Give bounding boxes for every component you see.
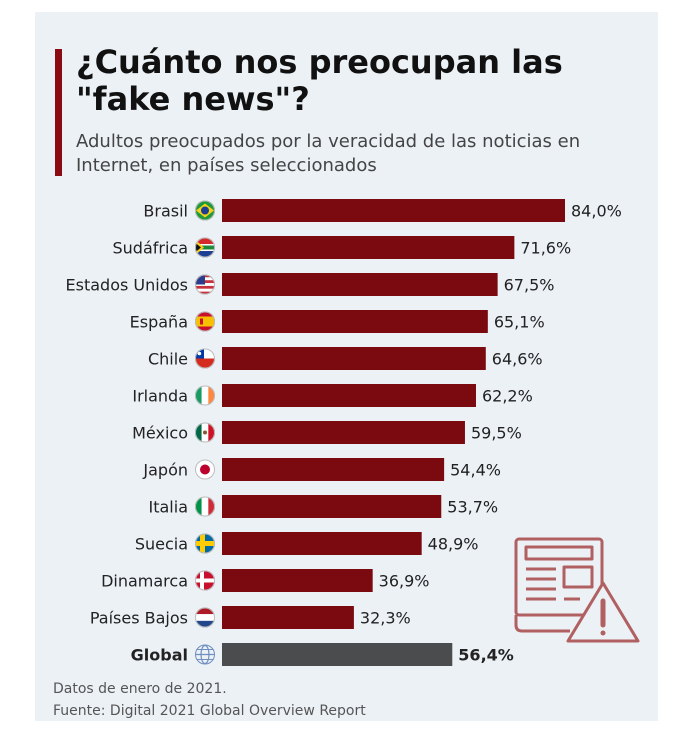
value-label: 53,7% <box>447 498 498 517</box>
category-label: Chile <box>148 350 188 369</box>
japan-flag-icon <box>195 459 215 480</box>
value-label: 32,3% <box>360 609 411 628</box>
netherlands-flag-icon <box>195 607 215 628</box>
bar <box>222 458 445 481</box>
value-label: 56,4% <box>458 646 514 665</box>
ireland-flag-icon <box>195 385 215 406</box>
south-africa-flag-icon <box>195 237 215 258</box>
value-label: 65,1% <box>494 313 545 332</box>
source-note: Fuente: Digital 2021 Global Overview Rep… <box>53 703 366 719</box>
bar <box>222 236 515 259</box>
bar <box>222 199 565 222</box>
category-label: Global <box>131 646 188 665</box>
category-label: Japón <box>142 461 188 480</box>
bar <box>222 421 465 444</box>
category-label: Suecia <box>135 535 188 554</box>
category-label: Irlanda <box>132 387 188 406</box>
sweden-flag-icon <box>195 533 215 554</box>
bar <box>222 273 498 296</box>
value-label: 36,9% <box>379 572 430 591</box>
category-label: México <box>132 424 188 443</box>
title-accent-bar <box>55 49 62 176</box>
chart-title: ¿Cuánto nos preocupan las "fake news"? <box>76 43 563 118</box>
category-label: España <box>130 313 188 332</box>
bar <box>222 310 488 333</box>
category-label: Italia <box>149 498 189 517</box>
category-label: Países Bajos <box>90 609 188 628</box>
brazil-flag-icon <box>195 200 215 221</box>
category-label: Sudáfrica <box>112 239 188 258</box>
bar <box>222 495 442 518</box>
spain-flag-icon <box>195 311 215 332</box>
category-label: Estados Unidos <box>66 276 188 295</box>
fake-news-warning-icon <box>514 537 640 643</box>
bar <box>222 384 476 407</box>
value-label: 59,5% <box>471 424 522 443</box>
italy-flag-icon <box>195 496 215 517</box>
value-label: 67,5% <box>504 276 555 295</box>
category-label: Dinamarca <box>101 572 188 591</box>
footnote: Datos de enero de 2021. <box>53 681 227 697</box>
bar <box>222 569 373 592</box>
chart-subtitle: Adultos preocupados por la veracidad de … <box>76 131 581 176</box>
denmark-flag-icon <box>195 570 215 591</box>
bar <box>222 532 422 555</box>
mexico-flag-icon <box>195 422 215 443</box>
chile-flag-icon <box>195 348 215 369</box>
value-label: 62,2% <box>482 387 533 406</box>
bar <box>222 347 486 370</box>
value-label: 64,6% <box>492 350 543 369</box>
global-bar <box>222 643 453 666</box>
usa-flag-icon <box>195 274 215 295</box>
value-label: 54,4% <box>450 461 501 480</box>
globe-icon <box>195 644 215 665</box>
category-label: Brasil <box>143 202 188 221</box>
value-label: 71,6% <box>520 239 571 258</box>
value-label: 48,9% <box>428 535 479 554</box>
value-label: 84,0% <box>571 202 622 221</box>
bar <box>222 606 354 629</box>
